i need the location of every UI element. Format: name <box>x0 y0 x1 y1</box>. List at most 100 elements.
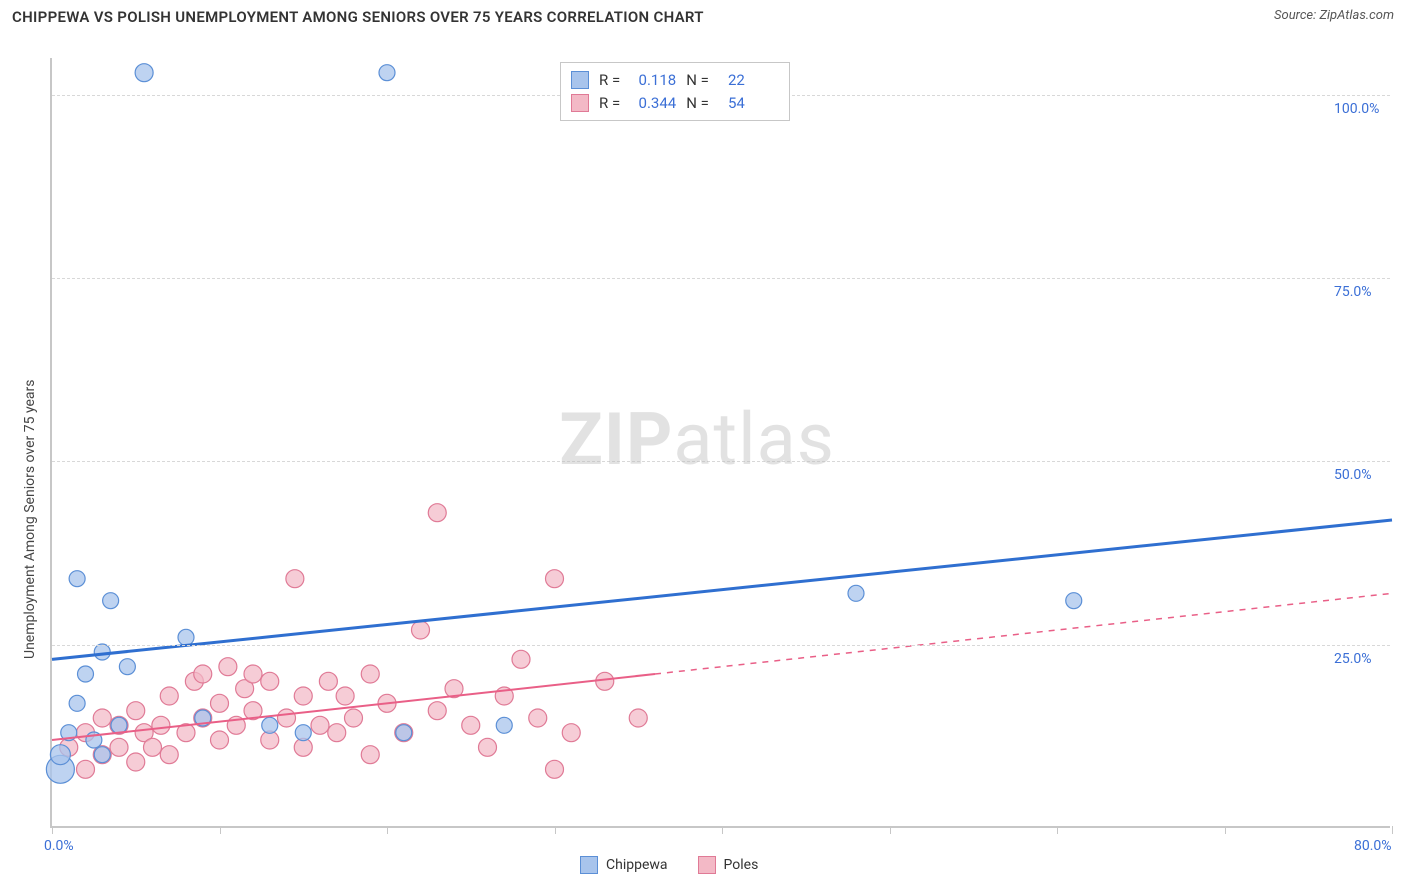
data-point <box>69 695 85 711</box>
data-point <box>110 738 128 756</box>
data-point <box>295 725 311 741</box>
source-value: ZipAtlas.com <box>1319 8 1394 23</box>
data-point <box>278 709 296 727</box>
data-point <box>77 760 95 778</box>
data-point <box>379 65 395 81</box>
data-point <box>111 717 127 733</box>
r-value: 0.344 <box>630 92 676 115</box>
data-point <box>336 687 354 705</box>
data-point <box>178 629 194 645</box>
y-tick-label: 100.0% <box>1334 101 1379 117</box>
data-point <box>160 746 178 764</box>
data-point <box>546 760 564 778</box>
data-point <box>562 724 580 742</box>
data-point <box>361 746 379 764</box>
data-point <box>69 571 85 587</box>
data-point <box>496 717 512 733</box>
y-tick-label: 50.0% <box>1334 467 1372 483</box>
data-point <box>160 687 178 705</box>
data-point <box>119 659 135 675</box>
trend-line-extrapolated <box>655 593 1392 674</box>
data-point <box>428 504 446 522</box>
legend-item: Poles <box>698 856 759 874</box>
data-point <box>286 570 304 588</box>
data-point <box>103 593 119 609</box>
r-label: R = <box>599 92 620 115</box>
data-point <box>345 709 363 727</box>
n-label: N = <box>686 69 709 92</box>
x-tick <box>555 826 556 834</box>
data-point <box>529 709 547 727</box>
data-point <box>127 753 145 771</box>
chart-source: Source: ZipAtlas.com <box>1274 8 1394 23</box>
x-tick <box>722 826 723 834</box>
scatter-svg <box>52 58 1392 828</box>
n-label: N = <box>686 92 709 115</box>
stats-row: R = 0.118 N = 22 <box>571 69 779 92</box>
gridline <box>52 278 1390 279</box>
plot-area <box>50 58 1390 828</box>
data-point <box>94 644 110 660</box>
source-label: Source: <box>1274 8 1316 23</box>
data-point <box>848 585 864 601</box>
r-value: 0.118 <box>630 69 676 92</box>
legend-label: Poles <box>724 857 759 873</box>
data-point <box>219 658 237 676</box>
data-point <box>428 702 446 720</box>
data-point <box>1066 593 1082 609</box>
data-point <box>261 672 279 690</box>
x-tick <box>387 826 388 834</box>
gridline <box>52 645 1390 646</box>
gridline <box>52 461 1390 462</box>
n-value: 22 <box>719 69 745 92</box>
data-point <box>262 717 278 733</box>
data-point <box>412 621 430 639</box>
data-point <box>629 709 647 727</box>
data-point <box>94 747 110 763</box>
data-point <box>328 724 346 742</box>
data-point <box>319 672 337 690</box>
correlation-stats-box: R = 0.118 N = 22 R = 0.344 N = 54 <box>560 62 790 121</box>
chart-title: CHIPPEWA VS POLISH UNEMPLOYMENT AMONG SE… <box>12 8 704 26</box>
legend-swatch <box>698 856 716 874</box>
data-point <box>294 687 312 705</box>
series-swatch <box>571 94 589 112</box>
chart-header: CHIPPEWA VS POLISH UNEMPLOYMENT AMONG SE… <box>0 0 1406 40</box>
data-point <box>211 731 229 749</box>
x-tick <box>890 826 891 834</box>
data-point <box>546 570 564 588</box>
data-point <box>50 745 70 765</box>
data-point <box>93 709 111 727</box>
y-axis-label: Unemployment Among Seniors over 75 years <box>22 379 38 659</box>
trend-line <box>52 520 1392 659</box>
data-point <box>135 64 153 82</box>
data-point <box>244 665 262 683</box>
stats-row: R = 0.344 N = 54 <box>571 92 779 115</box>
y-tick-label: 25.0% <box>1334 651 1372 667</box>
x-tick <box>1392 826 1393 834</box>
data-point <box>311 716 329 734</box>
r-label: R = <box>599 69 620 92</box>
data-point <box>396 725 412 741</box>
x-tick <box>1225 826 1226 834</box>
legend-label: Chippewa <box>606 857 668 873</box>
x-tick <box>220 826 221 834</box>
x-tick <box>1057 826 1058 834</box>
data-point <box>144 738 162 756</box>
series-swatch <box>571 71 589 89</box>
x-tick-label: 0.0% <box>44 838 74 854</box>
x-tick <box>52 826 53 834</box>
x-tick-label: 80.0% <box>1354 838 1392 854</box>
data-point <box>462 716 480 734</box>
legend-swatch <box>580 856 598 874</box>
data-point <box>194 665 212 683</box>
data-point <box>78 666 94 682</box>
data-point <box>211 694 229 712</box>
data-point <box>479 738 497 756</box>
data-point <box>596 672 614 690</box>
data-point <box>127 702 145 720</box>
legend: Chippewa Poles <box>580 856 758 874</box>
n-value: 54 <box>719 92 745 115</box>
data-point <box>512 650 530 668</box>
data-point <box>361 665 379 683</box>
